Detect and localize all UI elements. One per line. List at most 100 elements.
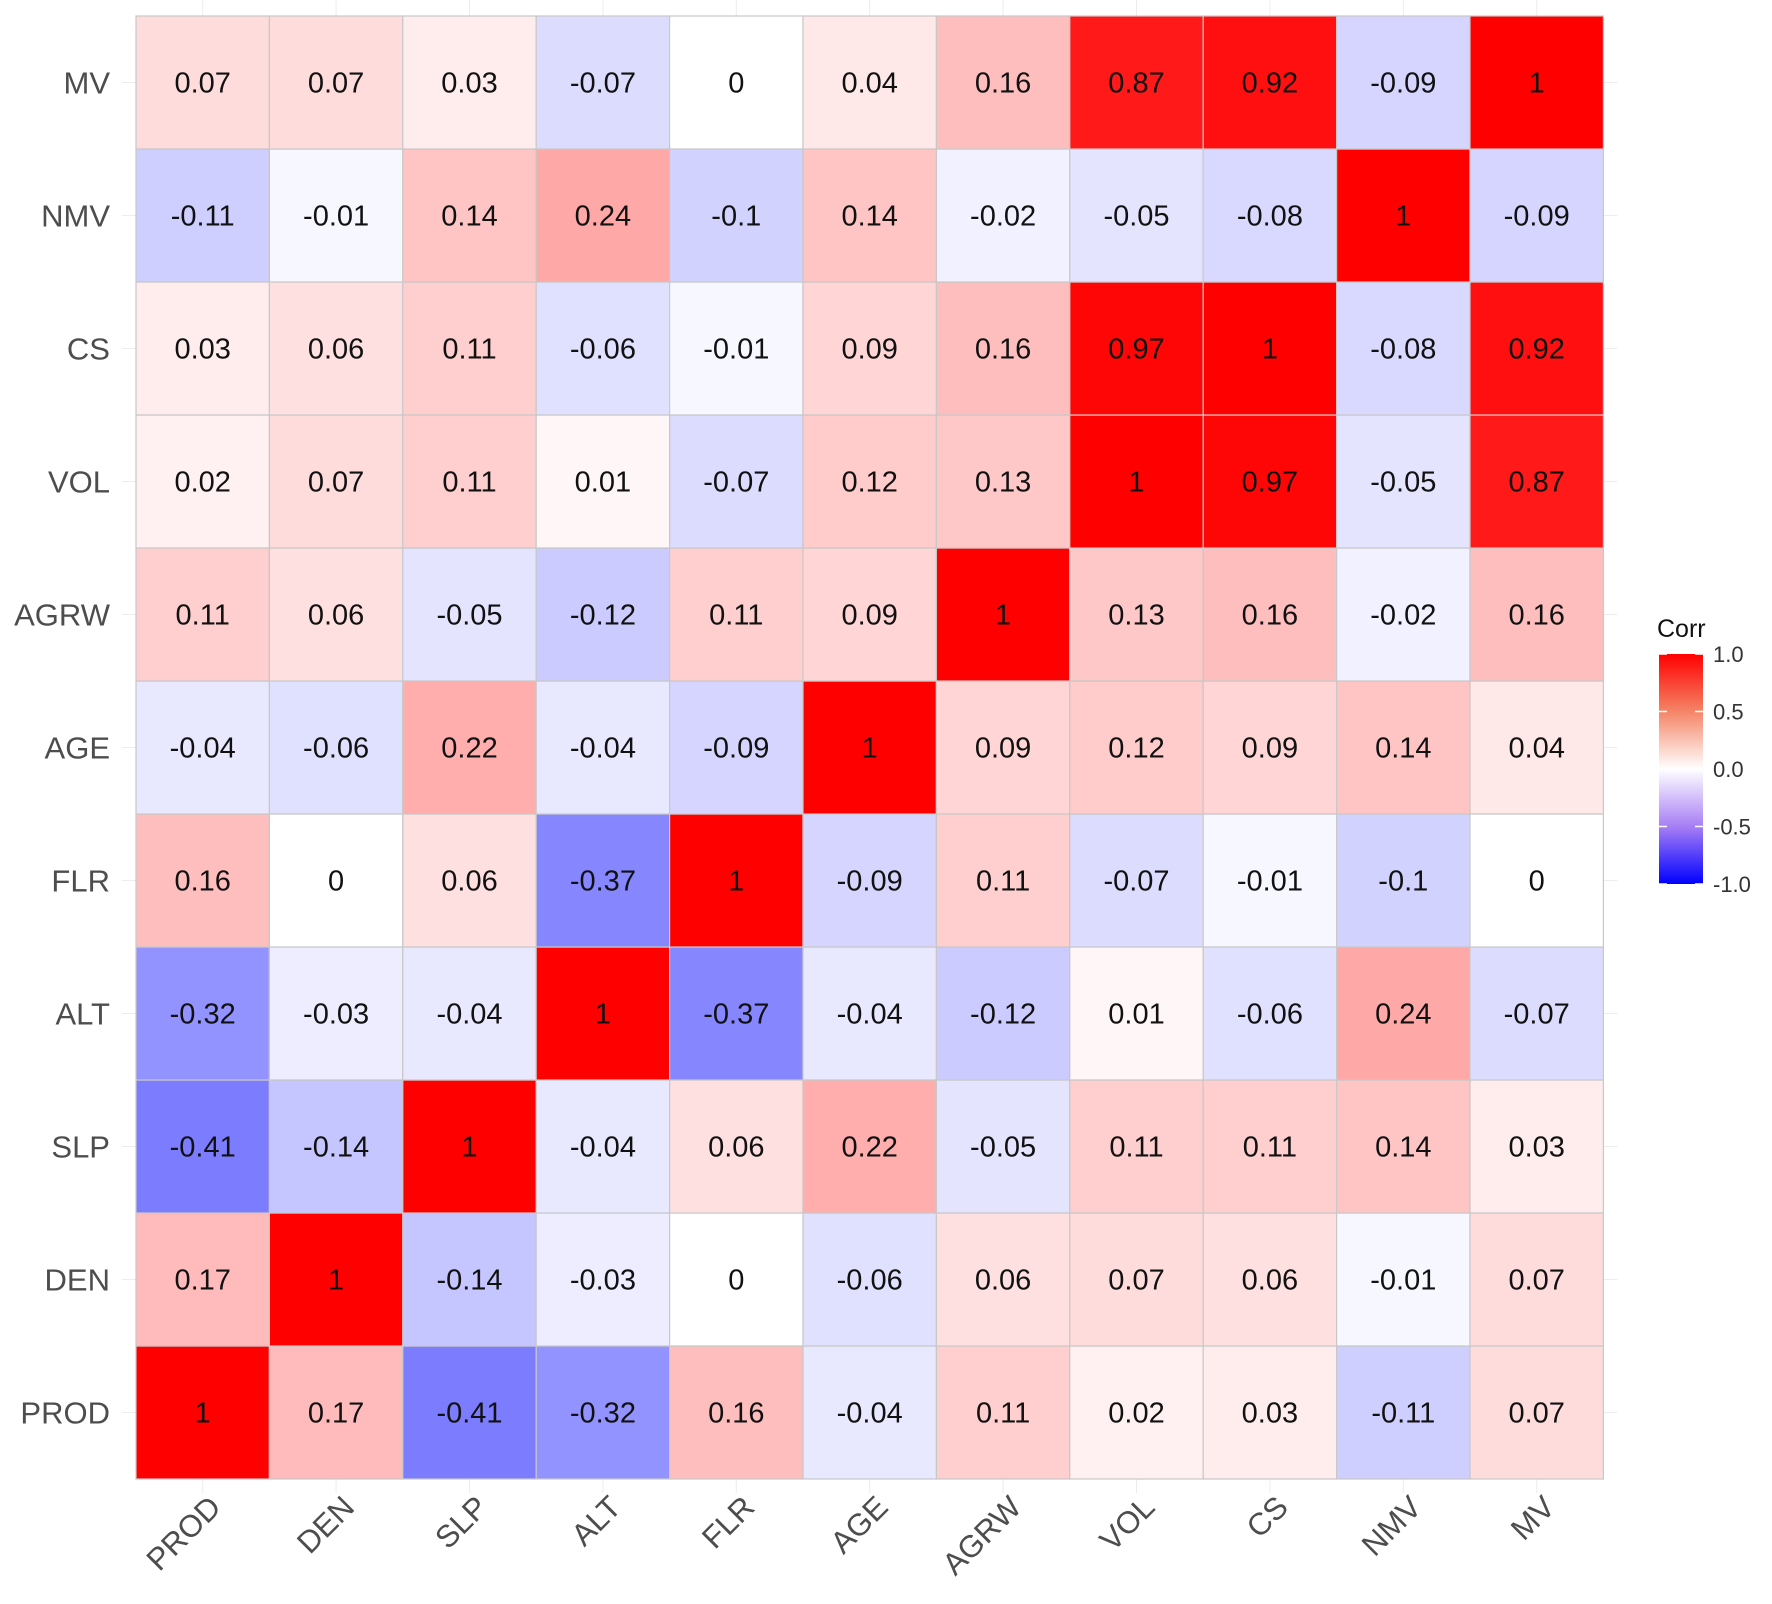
cell-value-label: 0.22 xyxy=(441,733,497,765)
cell-value-label: 1 xyxy=(595,999,611,1031)
cell-value-label: 0.01 xyxy=(575,467,631,499)
cell-value-label: -0.07 xyxy=(1103,866,1169,898)
legend: Corr 1.0 0.5 0.0 -0.5 -1.0 xyxy=(1657,615,1751,897)
cell-value-label: 0.07 xyxy=(174,68,230,100)
cell-value-label: -0.14 xyxy=(303,1132,369,1164)
cell-value-label: 0.03 xyxy=(174,334,230,366)
heatmap-cell xyxy=(268,1079,404,1214)
heatmap-cell xyxy=(668,547,804,682)
cell-value-label: 1 xyxy=(1262,334,1278,366)
heatmap-cell xyxy=(402,414,537,549)
cell-value-label: -0.04 xyxy=(570,1132,636,1164)
cell-value-label: -0.04 xyxy=(837,1398,903,1430)
cell-value-label: 0.07 xyxy=(308,467,364,499)
heatmap-cell xyxy=(135,547,270,682)
cell-value-label: -0.37 xyxy=(570,866,636,898)
heatmap-cell xyxy=(1469,1079,1604,1214)
heatmap-cell xyxy=(268,414,404,549)
cell-value-label: -0.1 xyxy=(711,201,761,233)
cell-value-label: 0.06 xyxy=(308,334,364,366)
heatmap-cell xyxy=(1335,281,1471,416)
heatmap-cell xyxy=(802,281,937,416)
x-tick-label: PROD xyxy=(140,1489,228,1577)
cell-value-label: 0.92 xyxy=(1242,68,1298,100)
heatmap-cell xyxy=(935,1345,1071,1480)
cell-value-label: 0.11 xyxy=(442,334,496,366)
heatmap-cell xyxy=(668,946,804,1081)
cell-value-label: 0.07 xyxy=(1508,1265,1564,1297)
heatmap-cell xyxy=(1469,1212,1604,1347)
heatmap-cell xyxy=(802,1345,937,1480)
heatmap-cell xyxy=(402,547,537,682)
cell-value-label: -0.01 xyxy=(303,201,369,233)
x-tick-label: SLP xyxy=(428,1489,494,1555)
heatmap-cell xyxy=(1469,15,1604,150)
cell-value-label: 0.11 xyxy=(709,600,763,632)
heatmap-cell xyxy=(135,15,270,150)
cell-value-label: 0.97 xyxy=(1108,334,1164,366)
y-tick-label: MV xyxy=(64,66,111,101)
cell-value-label: 0.87 xyxy=(1508,467,1564,499)
cell-value-label: 0.11 xyxy=(1243,1132,1297,1164)
heatmap-cell xyxy=(802,946,937,1081)
heatmap-cell xyxy=(535,15,671,150)
heatmap-cell xyxy=(1469,680,1604,815)
cell-value-label: 0.11 xyxy=(176,600,230,632)
x-tick-label: ALT xyxy=(565,1489,628,1552)
cell-value-label: 0.03 xyxy=(1508,1132,1564,1164)
heatmap-cell xyxy=(268,547,404,682)
cell-value-label: 1 xyxy=(728,866,744,898)
heatmap-cell xyxy=(935,414,1071,549)
heatmap-cell xyxy=(1469,281,1604,416)
heatmap-cell xyxy=(1335,414,1471,549)
cell-value-label: 1 xyxy=(461,1132,477,1164)
heatmap-cell xyxy=(135,281,270,416)
cell-value-label: 0.12 xyxy=(1108,733,1164,765)
heatmap-cell xyxy=(1335,547,1471,682)
cell-value-label: 0.92 xyxy=(1508,334,1564,366)
heatmap-cell xyxy=(402,813,537,948)
heatmap-cell xyxy=(1335,813,1471,948)
cell-value-label: 0.03 xyxy=(1242,1398,1298,1430)
heatmap-cell xyxy=(935,15,1071,150)
x-tick-label: AGRW xyxy=(935,1489,1028,1582)
cell-value-label: -0.01 xyxy=(1237,866,1303,898)
heatmap-cell xyxy=(802,680,937,815)
cell-value-label: 0.16 xyxy=(1242,600,1298,632)
heatmap-cell xyxy=(1469,946,1604,1081)
heatmap-cell xyxy=(402,15,537,150)
cell-value-label: -0.32 xyxy=(570,1398,636,1430)
cell-value-label: 1 xyxy=(1128,467,1144,499)
heatmap-cell xyxy=(802,547,937,682)
heatmap-cell xyxy=(668,813,804,948)
cell-value-label: 0.07 xyxy=(308,68,364,100)
cell-value-label: -0.07 xyxy=(1504,999,1570,1031)
heatmap-cell xyxy=(1202,680,1338,815)
heatmap-cell xyxy=(402,1212,537,1347)
cell-value-label: -0.32 xyxy=(170,999,236,1031)
cell-value-label: 0.03 xyxy=(441,68,497,100)
cell-value-label: 0.24 xyxy=(575,201,631,233)
cell-value-label: 0 xyxy=(1529,866,1545,898)
cell-value-label: 0.14 xyxy=(841,201,897,233)
heatmap-cell xyxy=(668,414,804,549)
cell-value-label: -0.1 xyxy=(1378,866,1428,898)
cell-value-label: 0.02 xyxy=(1108,1398,1164,1430)
x-tick-label: MV xyxy=(1504,1489,1562,1547)
cell-value-label: 1 xyxy=(1395,201,1411,233)
cell-value-label: -0.07 xyxy=(570,68,636,100)
cell-value-label: 0.09 xyxy=(975,733,1031,765)
cell-value-label: -0.41 xyxy=(170,1132,236,1164)
cell-value-label: 0.04 xyxy=(1508,733,1564,765)
y-tick-label: SLP xyxy=(51,1130,110,1165)
heatmap-cell xyxy=(935,1212,1071,1347)
heatmap-cell xyxy=(1202,281,1338,416)
heatmap-cell xyxy=(1202,1212,1338,1347)
heatmap-cell xyxy=(535,281,671,416)
legend-tick-label: -1.0 xyxy=(1713,872,1751,897)
heatmap-cell xyxy=(135,1079,270,1214)
legend-tick-label: 1.0 xyxy=(1713,642,1744,667)
heatmap-cell xyxy=(1335,1079,1471,1214)
heatmap-cell xyxy=(268,281,404,416)
heatmap-cell xyxy=(535,946,671,1081)
